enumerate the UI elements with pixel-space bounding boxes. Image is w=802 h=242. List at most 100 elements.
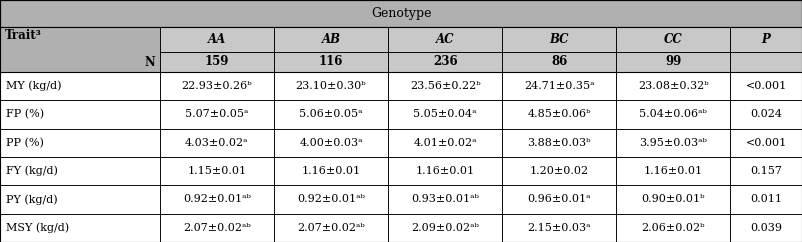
- Text: 0.011: 0.011: [750, 195, 782, 204]
- Text: 159: 159: [205, 55, 229, 68]
- Bar: [160, 52, 274, 72]
- Bar: [502, 52, 616, 72]
- Text: FY (kg/d): FY (kg/d): [6, 166, 58, 176]
- Bar: [731, 157, 802, 185]
- Bar: [616, 214, 731, 242]
- Text: Trait³: Trait³: [5, 29, 42, 42]
- Text: 0.157: 0.157: [750, 166, 782, 176]
- Bar: [388, 72, 502, 100]
- Text: 1.16±0.01: 1.16±0.01: [302, 166, 361, 176]
- Bar: [388, 129, 502, 157]
- Text: 3.88±0.03ᵇ: 3.88±0.03ᵇ: [528, 138, 591, 148]
- Text: 23.08±0.32ᵇ: 23.08±0.32ᵇ: [638, 81, 708, 91]
- Text: 0.024: 0.024: [750, 109, 782, 120]
- Text: 5.07±0.05ᵃ: 5.07±0.05ᵃ: [185, 109, 249, 120]
- Text: 0.93±0.01ᵃᵇ: 0.93±0.01ᵃᵇ: [411, 195, 479, 204]
- Bar: [0, 27, 160, 72]
- Bar: [731, 214, 802, 242]
- Bar: [0, 185, 160, 214]
- Text: 1.16±0.01: 1.16±0.01: [415, 166, 475, 176]
- Text: 0.92±0.01ᵃᵇ: 0.92±0.01ᵃᵇ: [297, 195, 365, 204]
- Text: PP (%): PP (%): [6, 138, 43, 148]
- Text: 2.07±0.02ᵃᵇ: 2.07±0.02ᵃᵇ: [183, 223, 251, 233]
- Text: 5.04±0.06ᵃᵇ: 5.04±0.06ᵃᵇ: [639, 109, 707, 120]
- Bar: [160, 185, 274, 214]
- Bar: [160, 129, 274, 157]
- Text: AA: AA: [208, 33, 226, 46]
- Bar: [0, 129, 160, 157]
- Text: 0.90±0.01ᵇ: 0.90±0.01ᵇ: [642, 195, 705, 204]
- Bar: [0, 72, 160, 100]
- Bar: [0, 100, 160, 129]
- Bar: [502, 100, 616, 129]
- Text: MSY (kg/d): MSY (kg/d): [6, 223, 69, 233]
- Text: 2.07±0.02ᵃᵇ: 2.07±0.02ᵃᵇ: [297, 223, 365, 233]
- Text: CC: CC: [664, 33, 683, 46]
- Text: <0.001: <0.001: [746, 81, 787, 91]
- Bar: [616, 157, 731, 185]
- Text: 236: 236: [433, 55, 457, 68]
- Bar: [388, 27, 502, 52]
- Text: AB: AB: [322, 33, 341, 46]
- Text: 4.00±0.03ᵃ: 4.00±0.03ᵃ: [299, 138, 363, 148]
- Text: 23.56±0.22ᵇ: 23.56±0.22ᵇ: [410, 81, 480, 91]
- Bar: [274, 214, 388, 242]
- Bar: [160, 214, 274, 242]
- Text: Genotype: Genotype: [371, 7, 431, 20]
- Text: 4.85±0.06ᵇ: 4.85±0.06ᵇ: [528, 109, 591, 120]
- Text: FP (%): FP (%): [6, 109, 44, 120]
- Bar: [731, 72, 802, 100]
- Bar: [502, 157, 616, 185]
- Text: 1.16±0.01: 1.16±0.01: [644, 166, 703, 176]
- Text: 23.10±0.30ᵇ: 23.10±0.30ᵇ: [296, 81, 367, 91]
- Text: 24.71±0.35ᵃ: 24.71±0.35ᵃ: [524, 81, 594, 91]
- Text: 2.06±0.02ᵇ: 2.06±0.02ᵇ: [642, 223, 705, 233]
- Text: PY (kg/d): PY (kg/d): [6, 194, 57, 205]
- Text: 116: 116: [319, 55, 343, 68]
- Bar: [160, 72, 274, 100]
- Text: 1.15±0.01: 1.15±0.01: [188, 166, 246, 176]
- Bar: [616, 52, 731, 72]
- Bar: [616, 100, 731, 129]
- Text: 0.96±0.01ᵃ: 0.96±0.01ᵃ: [528, 195, 591, 204]
- Bar: [0, 0, 802, 27]
- Text: 4.01±0.02ᵃ: 4.01±0.02ᵃ: [413, 138, 477, 148]
- Bar: [274, 157, 388, 185]
- Bar: [502, 72, 616, 100]
- Bar: [731, 100, 802, 129]
- Bar: [274, 100, 388, 129]
- Text: 5.06±0.05ᵃ: 5.06±0.05ᵃ: [299, 109, 363, 120]
- Text: BC: BC: [549, 33, 569, 46]
- Bar: [274, 72, 388, 100]
- Bar: [0, 214, 160, 242]
- Bar: [274, 129, 388, 157]
- Bar: [616, 185, 731, 214]
- Bar: [502, 214, 616, 242]
- Text: MY (kg/d): MY (kg/d): [6, 81, 61, 91]
- Bar: [388, 100, 502, 129]
- Text: 86: 86: [551, 55, 567, 68]
- Bar: [502, 27, 616, 52]
- Text: P: P: [762, 33, 771, 46]
- Text: <0.001: <0.001: [746, 138, 787, 148]
- Text: 2.09±0.02ᵃᵇ: 2.09±0.02ᵃᵇ: [411, 223, 479, 233]
- Bar: [274, 27, 388, 52]
- Text: 22.93±0.26ᵇ: 22.93±0.26ᵇ: [181, 81, 253, 91]
- Bar: [388, 214, 502, 242]
- Text: 99: 99: [665, 55, 682, 68]
- Bar: [731, 185, 802, 214]
- Bar: [502, 185, 616, 214]
- Bar: [731, 129, 802, 157]
- Text: 4.03±0.02ᵃ: 4.03±0.02ᵃ: [185, 138, 249, 148]
- Bar: [616, 72, 731, 100]
- Bar: [160, 100, 274, 129]
- Text: N: N: [144, 56, 155, 69]
- Bar: [388, 185, 502, 214]
- Bar: [731, 27, 802, 52]
- Text: AC: AC: [435, 33, 454, 46]
- Bar: [160, 27, 274, 52]
- Bar: [502, 129, 616, 157]
- Bar: [274, 52, 388, 72]
- Bar: [160, 157, 274, 185]
- Text: 0.92±0.01ᵃᵇ: 0.92±0.01ᵃᵇ: [183, 195, 251, 204]
